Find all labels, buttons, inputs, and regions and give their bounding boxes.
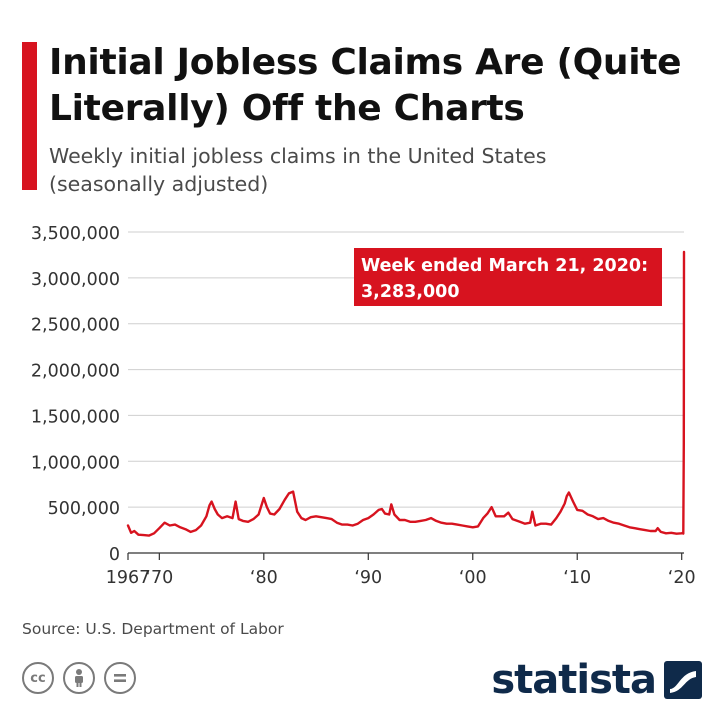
y-tick-label: 0 — [109, 545, 120, 565]
y-tick-label: 2,000,000 — [31, 362, 120, 382]
x-tick-label: ‘10 — [563, 568, 591, 588]
x-tick-label: ‘80 — [250, 568, 278, 588]
person-icon — [75, 669, 83, 687]
y-tick-label: 3,000,000 — [31, 270, 120, 290]
series-line — [126, 250, 686, 537]
x-tick-label: ‘90 — [354, 568, 382, 588]
y-tick-label: 1,500,000 — [31, 407, 120, 427]
equals-icon — [114, 674, 126, 682]
source-note: Source: U.S. Department of Labor — [22, 620, 284, 638]
license-icons: cc — [22, 662, 136, 694]
annotation-line2: 3,283,000 — [361, 282, 460, 302]
annotation-line1: Week ended March 21, 2020: — [361, 256, 648, 276]
statista-mark-icon — [664, 661, 702, 699]
y-tick-label: 2,500,000 — [31, 316, 120, 336]
x-tick-label: ‘20 — [668, 568, 696, 588]
x-tick-label: ‘00 — [459, 568, 487, 588]
y-tick-label: 3,500,000 — [31, 224, 120, 244]
no-derivatives-icon[interactable] — [104, 662, 136, 694]
logo-wordmark: statista — [491, 657, 657, 703]
accent-bar — [22, 42, 37, 190]
y-tick-label: 500,000 — [48, 499, 120, 519]
chart-subtitle: Weekly initial jobless claims in the Uni… — [49, 144, 547, 196]
x-tick-label: ‘70 — [145, 568, 173, 588]
line-chart: 0 500,000 1,000,000 1,500,000 2,000,000 2,500… — [31, 224, 696, 588]
x-tick-label: 1967 — [106, 568, 151, 588]
y-tick-label: 1,000,000 — [31, 453, 120, 473]
attribution-icon[interactable] — [63, 662, 95, 694]
annotation-box — [354, 248, 662, 306]
creative-commons-icon[interactable]: cc — [22, 662, 54, 694]
statista-logo[interactable]: statista — [491, 656, 702, 704]
chart-title: Initial Jobless Claims Are (Quite Litera… — [49, 42, 682, 129]
